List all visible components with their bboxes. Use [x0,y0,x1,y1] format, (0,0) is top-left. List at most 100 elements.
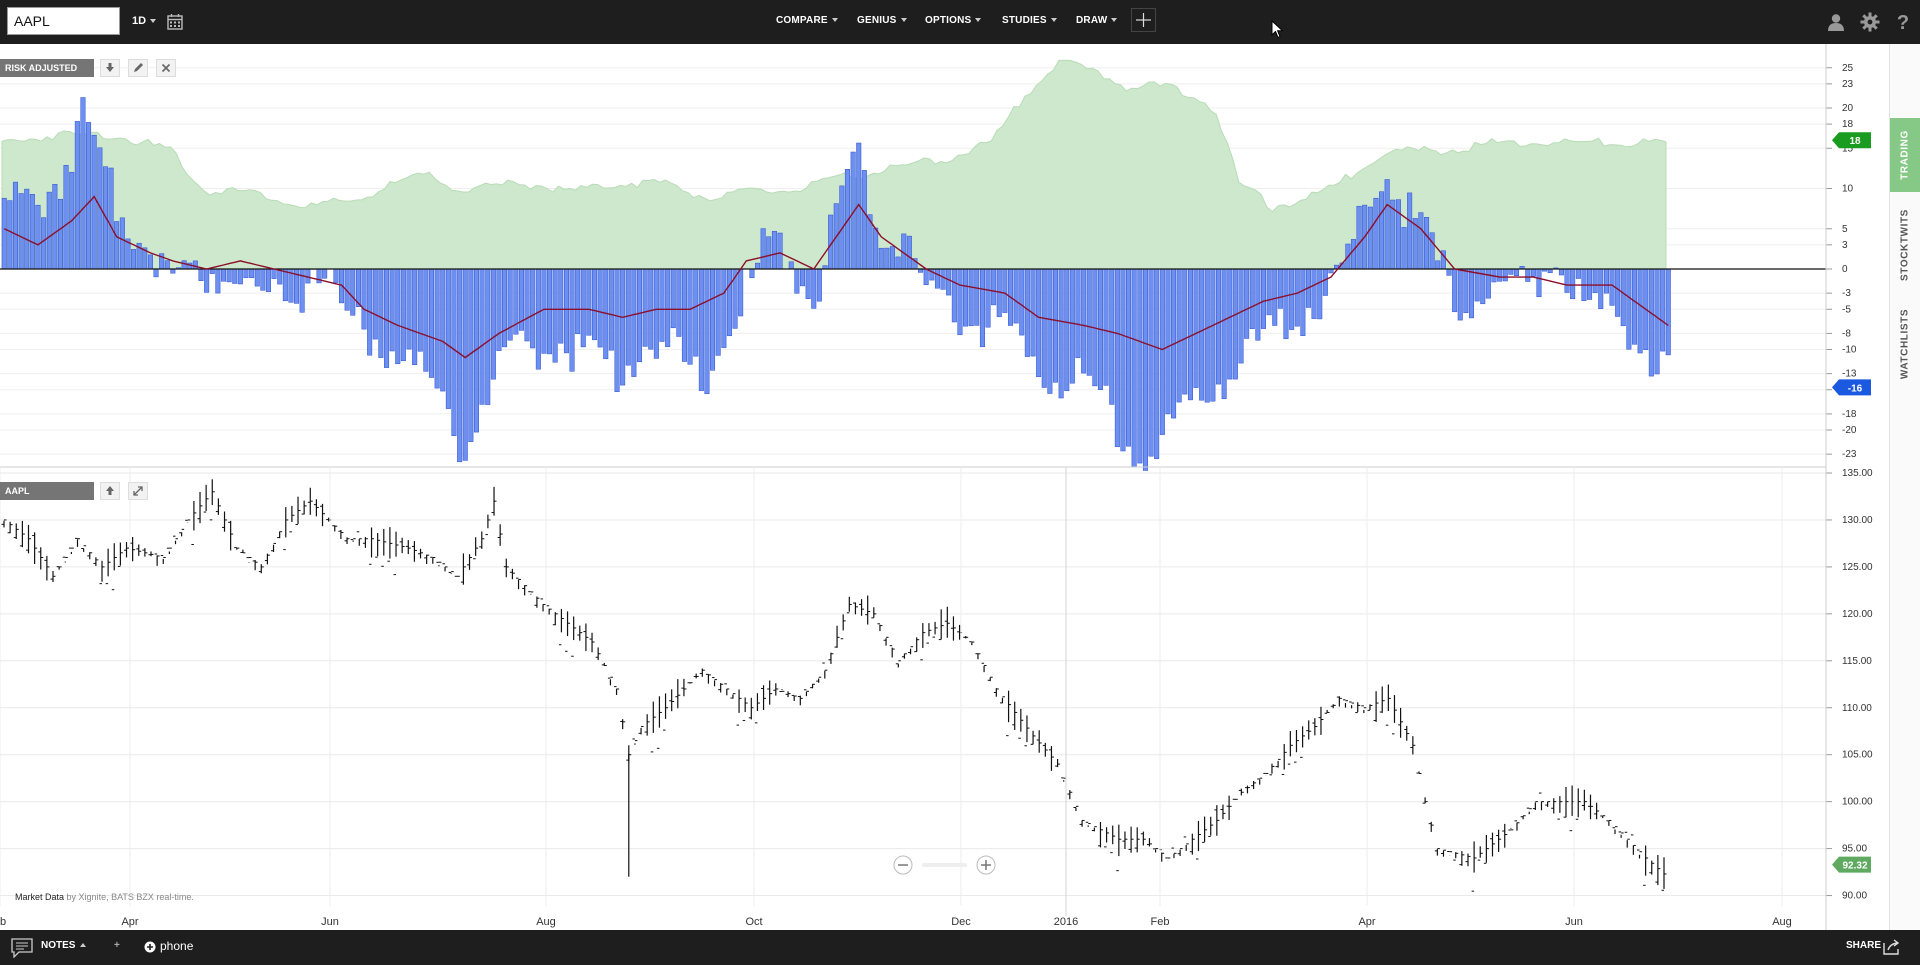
risk-bar [1665,268,1671,356]
risk-bar [816,268,822,302]
top-toolbar: 1D COMPARE GENIUS OPTIONS STUDIES DRAW [0,0,1920,44]
risk-bar [395,268,401,365]
risk-bar [164,260,170,270]
menu-studies[interactable]: STUDIES [1002,15,1057,26]
risk-bar [1283,268,1289,340]
x-tick-label: Apr [1358,916,1375,928]
risk-bar [541,268,547,354]
risk-bar [771,231,777,270]
price-badge-shape [1832,856,1871,873]
risk-bar [951,268,957,323]
menu-draw[interactable]: DRAW [1076,15,1118,26]
tab-stocktwits-label: STOCKTWITS [1899,209,1911,281]
symbol-input[interactable] [7,7,120,35]
help-icon[interactable]: ? [1893,12,1913,32]
risk-bar [52,184,58,270]
risk-bar [1221,268,1227,400]
risk-bar [991,268,997,306]
expand-panel-button[interactable] [128,482,148,500]
risk-bar [1249,268,1255,329]
risk-bar [687,268,693,365]
risk-bar [226,268,232,283]
risk-bar [1637,268,1643,354]
calendar-icon[interactable] [167,13,183,30]
menu-compare[interactable]: COMPARE [776,15,838,26]
risk-bar [766,236,772,270]
tab-stocktwits[interactable]: STOCKTWITS [1890,200,1920,290]
market-data-credit: Market Data by Xignite, BATS BZX real-ti… [15,892,194,902]
tab-watchlists[interactable]: WATCHLISTS [1890,300,1920,388]
lower-grid [0,472,1826,897]
notes-icon[interactable] [11,938,33,958]
risk-bar [41,217,47,270]
edit-study-button[interactable] [128,59,148,77]
risk-bar [558,268,564,344]
risk-bar [282,268,288,302]
gear-icon[interactable] [1860,12,1880,32]
move-down-button[interactable] [100,59,120,77]
risk-bar [1244,268,1250,339]
menu-genius[interactable]: GENIUS [857,15,907,26]
upper-tick-label: -23 [1842,449,1857,460]
risk-bar [316,268,322,284]
moving-average-line [3,195,1669,359]
risk-bar [485,268,491,405]
lower-tick-label: 100.00 [1842,797,1873,808]
menu-options[interactable]: OPTIONS [925,15,982,26]
add-note-button[interactable]: + [114,940,120,951]
upper-tick-label: -8 [1842,328,1851,339]
risk-bar [884,247,890,270]
risk-bar [35,204,41,270]
risk-bar [1626,268,1632,350]
risk-bar [462,268,468,461]
risk-bar [204,268,210,293]
remove-study-button[interactable] [156,59,176,77]
risk-bar [1395,199,1401,270]
risk-bar [693,268,699,357]
menu-genius-label: GENIUS [857,15,897,26]
risk-bar [24,188,30,270]
svg-text:?: ? [1897,12,1909,32]
risk-bar [1126,268,1132,447]
chart-area[interactable]: 252320181510530-3-5-8-10-13-15-18-20-23 … [0,44,1890,930]
risk-bar [1204,268,1210,403]
risk-bar [726,268,732,337]
zoom-slider[interactable] [922,863,967,867]
chevron-down-icon [900,18,907,23]
risk-bar [147,254,153,270]
risk-bar [1575,268,1581,279]
crosshair-icon [1136,13,1151,27]
move-up-button[interactable] [100,482,120,500]
risk-bar [198,268,204,281]
risk-bar [215,268,221,294]
lower-tick-label: 95.00 [1842,844,1867,855]
timeframe-dropdown[interactable]: 1D [132,15,157,27]
risk-bar [889,246,895,270]
risk-bar [586,268,592,336]
risk-bar [923,268,929,285]
risk-bar [1525,268,1531,282]
risk-bar [445,268,451,409]
phone-note-tab[interactable]: phone [160,939,194,953]
risk-bar [1446,268,1452,276]
share-button[interactable]: SHARE [1846,940,1881,951]
risk-adjusted-label[interactable]: RISK ADJUSTED [0,59,94,77]
risk-bar [1609,268,1615,306]
tab-trading[interactable]: TRADING [1890,118,1920,192]
crosshair-button[interactable] [1131,8,1156,32]
notes-button[interactable]: NOTES [41,940,87,951]
upper-tick-label: -5 [1842,304,1851,315]
risk-bar [1193,268,1199,388]
add-circle-icon[interactable] [144,941,156,953]
share-icon[interactable] [1882,938,1902,956]
user-icon[interactable] [1826,12,1846,32]
risk-bar [406,268,412,350]
aapl-panel-label[interactable]: AAPL [0,482,94,500]
risk-bar [479,268,485,405]
share-label: SHARE [1846,940,1882,951]
risk-bar [575,268,581,335]
risk-bar [1187,268,1193,401]
risk-bar [249,268,255,278]
chevron-down-icon [831,18,838,23]
risk-bar [1024,268,1030,357]
